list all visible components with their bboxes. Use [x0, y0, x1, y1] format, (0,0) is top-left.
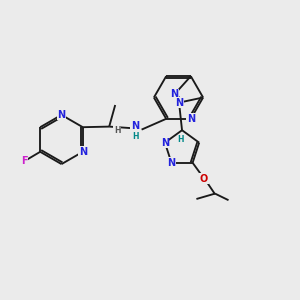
Text: N: N: [187, 114, 195, 124]
Text: N: N: [167, 158, 175, 168]
Text: F: F: [21, 156, 27, 166]
Text: N: N: [131, 121, 139, 131]
Text: H: H: [114, 126, 120, 135]
Text: N: N: [79, 147, 87, 157]
Text: N: N: [161, 138, 169, 148]
Text: H: H: [177, 135, 184, 144]
Text: N: N: [170, 89, 178, 100]
Text: N: N: [175, 98, 183, 108]
Text: N: N: [57, 110, 66, 120]
Text: H: H: [132, 132, 138, 141]
Text: O: O: [200, 174, 208, 184]
